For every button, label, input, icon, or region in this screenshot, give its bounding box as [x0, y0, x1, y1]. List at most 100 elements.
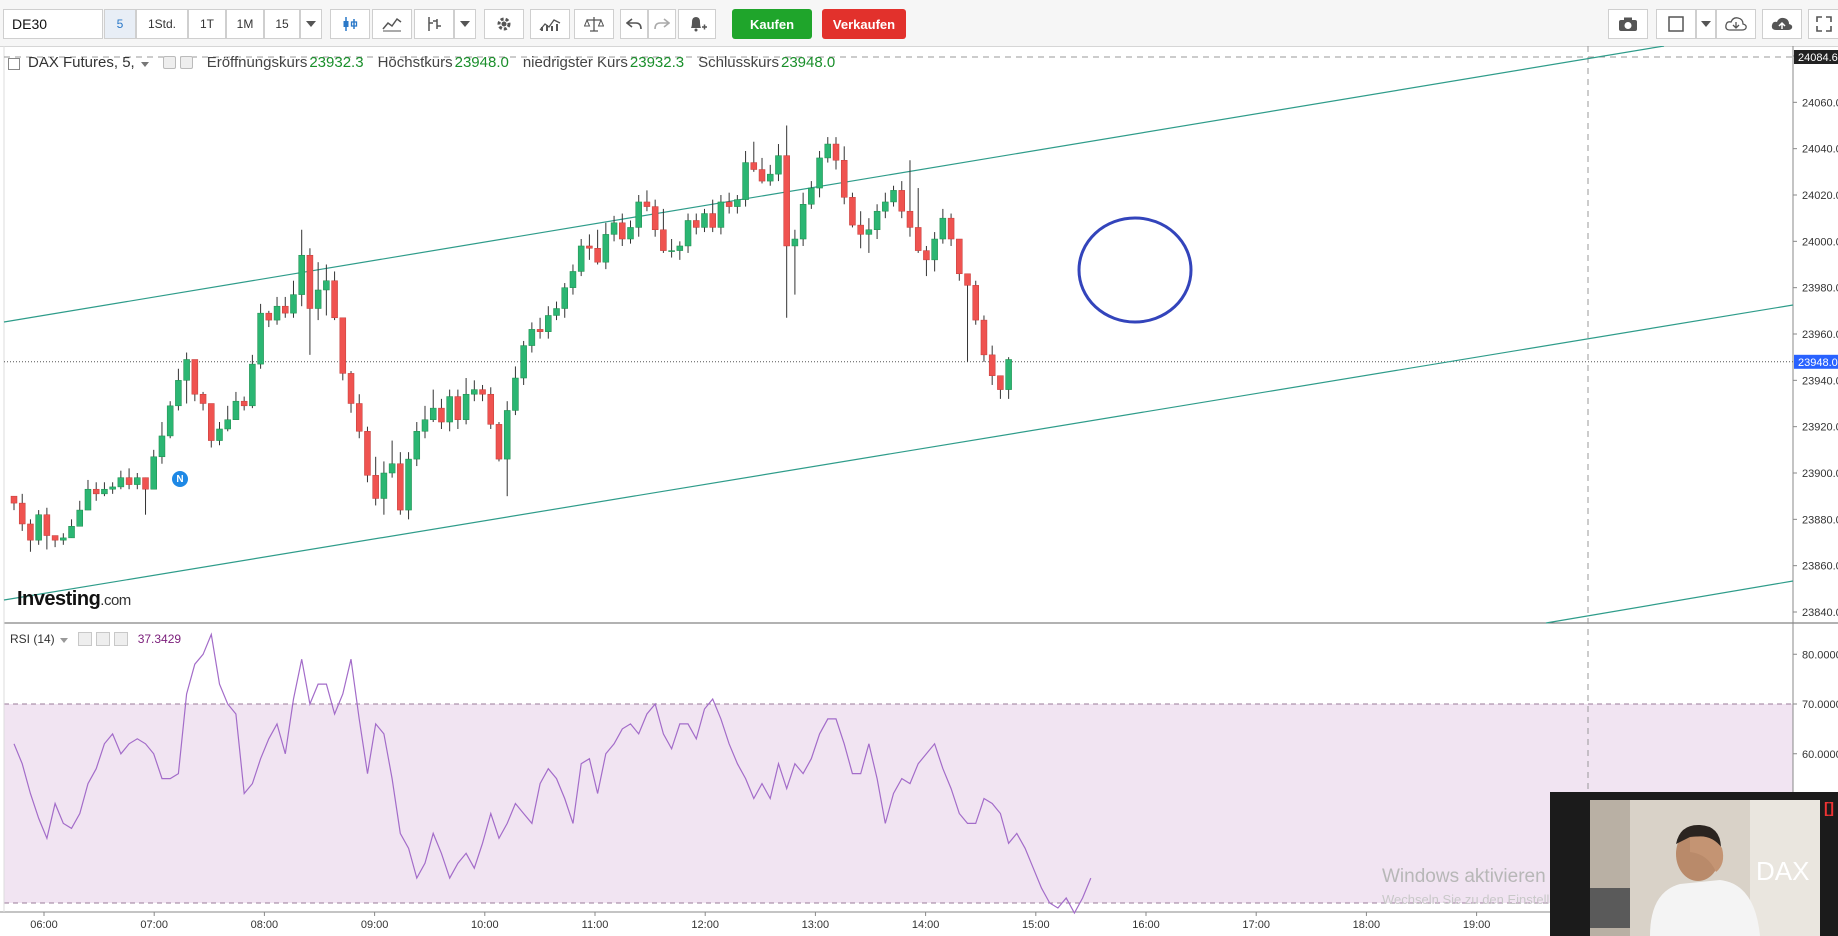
candle-up-body: [610, 222, 618, 235]
candle-up-body: [388, 463, 396, 474]
candle-up-body: [134, 477, 141, 485]
candle: [150, 449, 157, 490]
candle: [931, 232, 938, 272]
webcam-rec-indicator: []: [1824, 800, 1834, 817]
candle: [175, 368, 182, 411]
alert-icon[interactable]: [678, 9, 716, 39]
candle-down-body: [27, 523, 34, 541]
candle: [1005, 357, 1012, 399]
candle: [873, 204, 881, 240]
buy-button[interactable]: Kaufen: [732, 9, 812, 39]
redo-icon[interactable]: [648, 9, 676, 39]
template-dropdown-icon[interactable]: [1696, 9, 1716, 39]
candle-up-body: [298, 254, 305, 295]
candles-icon[interactable]: [330, 9, 370, 39]
rsi-dropdown-icon[interactable]: [59, 632, 68, 646]
candle-up-body: [257, 312, 264, 365]
price-tick-label: 23880.0: [1802, 514, 1838, 526]
camera-icon[interactable]: [1608, 9, 1648, 39]
legend-dropdown-icon[interactable]: [140, 54, 149, 71]
eye-icon[interactable]: [162, 56, 176, 69]
price-tick-label: 24000.0: [1802, 236, 1838, 248]
webcam-overlay: DAX []: [1550, 792, 1838, 936]
candle: [824, 137, 832, 163]
low-label: niedrigster Kurs: [522, 54, 628, 71]
rsi-line: [13, 632, 1092, 915]
candle-up-body: [76, 509, 84, 527]
close-label: Schlusskurs: [698, 54, 779, 71]
cloud-upload-icon[interactable]: [1762, 9, 1802, 39]
candle: [520, 340, 527, 385]
candle: [92, 482, 100, 501]
investing-logo: Investing.com: [17, 588, 131, 610]
chart-area[interactable]: 23840.0 23860.0 23880.0 23900.0 23920.0 23940…: [0, 46, 1838, 936]
settings-icon[interactable]: [484, 9, 524, 39]
candle: [446, 389, 453, 432]
candle-up-body: [249, 363, 256, 407]
rsi-tick-label: 70.0000: [1802, 699, 1838, 711]
candle: [158, 422, 166, 464]
candle: [619, 213, 626, 246]
study-icon[interactable]: [530, 9, 570, 39]
time-tick-label: 15:00: [1022, 919, 1050, 931]
indicator-dropdown-icon[interactable]: [454, 9, 476, 39]
candle: [405, 452, 412, 520]
candle: [602, 222, 610, 270]
candle-up-body: [323, 280, 330, 291]
fullscreen-icon[interactable]: [1808, 9, 1838, 39]
interval-1h-button[interactable]: 1Std.: [136, 9, 188, 39]
compare-icon[interactable]: [574, 9, 614, 39]
candle-up-body: [183, 359, 190, 381]
candle-down-body: [857, 224, 864, 235]
interval-1d-button[interactable]: 1T: [188, 9, 226, 39]
rsi-eye-icon[interactable]: [77, 632, 92, 646]
candle-down-body: [832, 143, 840, 161]
symbol-input[interactable]: DE30: [3, 9, 103, 39]
candle: [939, 208, 947, 244]
interval-15-button[interactable]: 15: [264, 9, 300, 39]
candle-down-body: [594, 248, 601, 263]
candle: [758, 157, 766, 184]
indicator-icon[interactable]: [414, 9, 454, 39]
interval-dropdown-icon[interactable]: [300, 9, 322, 39]
price-tick-label: 23900.0: [1802, 468, 1838, 480]
candle-up-body: [224, 419, 231, 430]
price-tick-label: 23920.0: [1802, 422, 1838, 434]
candle-up-body: [931, 238, 938, 261]
candle-up-body: [865, 229, 873, 235]
interval-1m-button[interactable]: 1M: [226, 9, 264, 39]
candle-up-body: [824, 143, 832, 159]
time-tick-label: 16:00: [1132, 919, 1160, 931]
candle-up-body: [627, 227, 634, 240]
candle-down-body: [906, 210, 914, 228]
channel-upper-line: [3, 46, 1665, 323]
candle-down-body: [536, 329, 544, 332]
sell-button[interactable]: Verkaufen: [822, 9, 906, 39]
candle-down-body: [495, 424, 503, 460]
candle: [643, 190, 651, 212]
rsi-settings-icon[interactable]: [95, 632, 110, 646]
rsi-close-icon[interactable]: [113, 632, 128, 646]
cloud-download-icon[interactable]: [1716, 9, 1756, 39]
time-tick-label: 18:00: [1353, 919, 1381, 931]
candle: [512, 366, 519, 416]
template-icon[interactable]: [1656, 9, 1696, 39]
interval-5-button[interactable]: 5: [104, 9, 136, 39]
candle: [413, 422, 421, 467]
candle: [429, 389, 437, 423]
line-chart-icon[interactable]: [372, 9, 412, 39]
candle: [421, 405, 429, 439]
candle: [232, 391, 240, 420]
candle-up-body: [446, 396, 453, 423]
undo-icon[interactable]: [620, 9, 648, 39]
candle: [314, 262, 322, 321]
news-badge[interactable]: N: [172, 471, 188, 487]
collapse-legend-icon[interactable]: [8, 57, 20, 70]
candle-up-body: [742, 162, 749, 200]
candle: [117, 470, 125, 490]
windows-activation-title: Windows aktivieren: [1382, 866, 1546, 887]
candle-up-body: [882, 201, 889, 212]
candle-up-body: [684, 220, 692, 247]
candle-up-body: [873, 210, 881, 230]
settings-small-icon[interactable]: [179, 56, 193, 69]
